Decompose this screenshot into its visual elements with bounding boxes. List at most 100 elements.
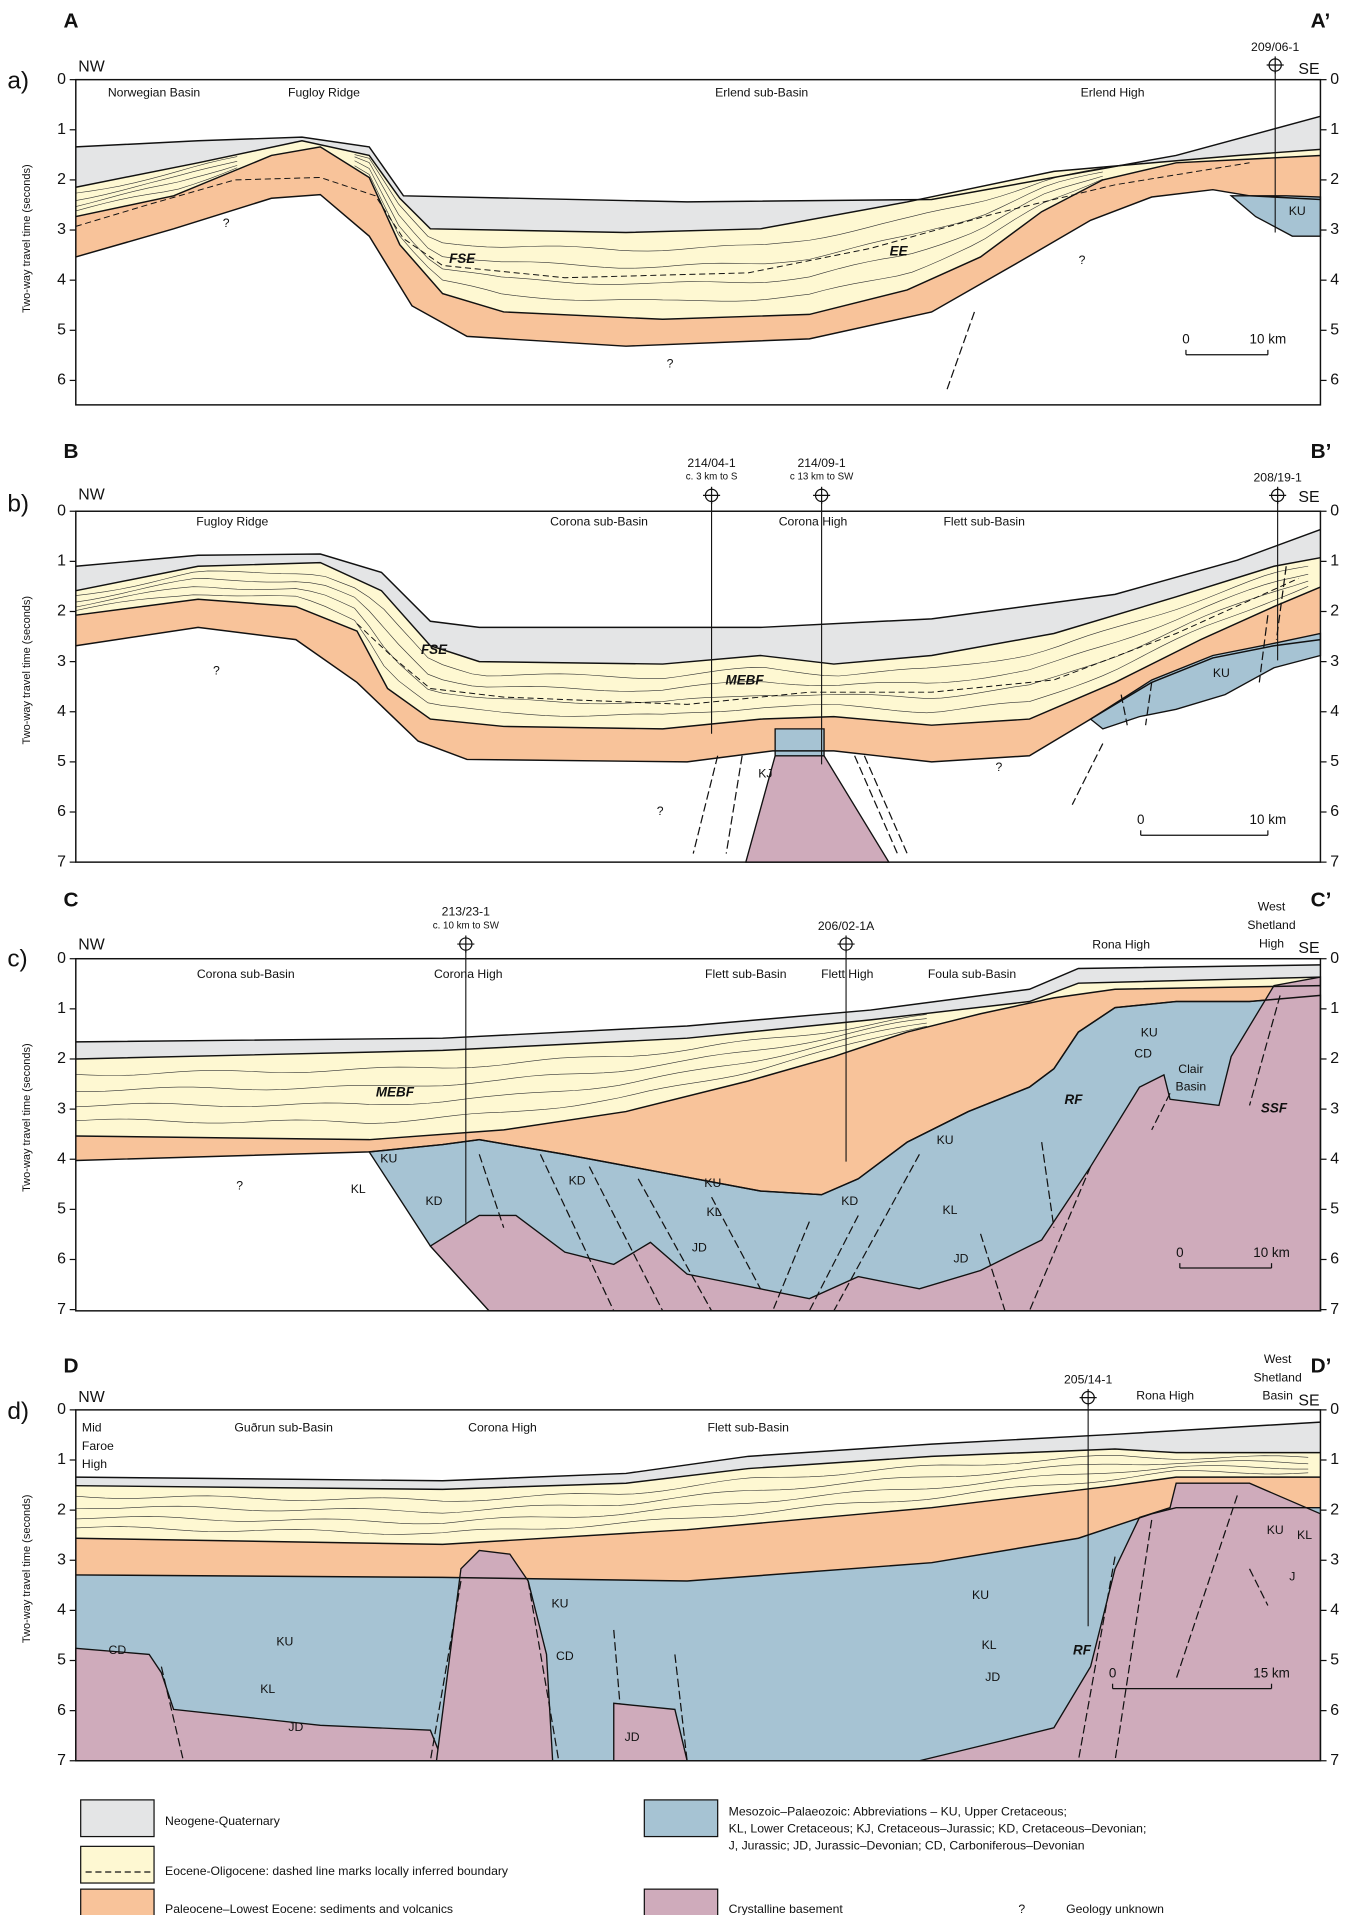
y-tick-label: 7 <box>57 853 66 870</box>
y-tick-label: 4 <box>1330 703 1339 720</box>
y-tick-label: 7 <box>57 1752 66 1769</box>
panel-letter: d) <box>7 1398 29 1425</box>
legend-text: Mesozoic–Palaeozoic: Abbreviations – KU,… <box>729 1804 1067 1818</box>
y-tick-label: 3 <box>57 221 66 238</box>
y-tick-label: 0 <box>57 1401 66 1418</box>
scale-label: 0 <box>1137 812 1144 827</box>
legend-text: KL, Lower Cretaceous; KJ, Cretaceous–Jur… <box>729 1821 1147 1835</box>
y-tick-label: 6 <box>57 372 66 389</box>
well-name: 214/04-1 <box>687 456 735 470</box>
section-start: B <box>64 440 79 463</box>
place-name: Fugloy Ridge <box>288 85 360 99</box>
unit-label: KU <box>972 1588 989 1602</box>
unit-label: KD <box>569 1173 586 1187</box>
y-tick-label: 1 <box>57 553 66 570</box>
section-end: C’ <box>1311 889 1332 912</box>
y-tick-label: 7 <box>1330 1752 1339 1769</box>
section-start: C <box>64 889 79 912</box>
unit-label: KU <box>276 1634 293 1648</box>
place-name: Mid <box>82 1420 102 1434</box>
y-tick-label: 2 <box>57 171 66 188</box>
axis-title: Two-way travel time (seconds) <box>21 596 33 745</box>
place-name: Corona sub-Basin <box>197 967 295 981</box>
y-tick-label: 0 <box>1330 71 1339 88</box>
y-tick-label: 3 <box>1330 1100 1339 1117</box>
unit-label: KL <box>351 1182 366 1196</box>
unit-label: KU <box>1267 1523 1284 1537</box>
y-tick-label: 3 <box>57 1100 66 1117</box>
place-name: Corona High <box>468 1420 537 1434</box>
place-name: Corona High <box>779 514 848 528</box>
unit-label: KL <box>707 1205 722 1219</box>
axis-title: Two-way travel time (seconds) <box>21 164 33 313</box>
feature-label: SSF <box>1261 1101 1288 1116</box>
y-tick-label: 0 <box>57 502 66 519</box>
unit-label: Basin <box>1176 1079 1207 1093</box>
place-name: Basin <box>1262 1389 1293 1403</box>
y-tick-label: 1 <box>1330 121 1339 138</box>
legend-swatch <box>81 1846 154 1883</box>
scale-label: 10 km <box>1250 332 1287 347</box>
y-tick-label: 0 <box>1330 1401 1339 1418</box>
unit-label: JD <box>288 1720 303 1734</box>
y-tick-label: 6 <box>57 803 66 820</box>
place-name: Flett sub-Basin <box>707 1420 789 1434</box>
place-name: High <box>1259 936 1284 950</box>
place-name: Rona High <box>1136 1389 1194 1403</box>
unit-label: JD <box>625 1730 640 1744</box>
feature-label: RF <box>1065 1092 1084 1107</box>
y-tick-label: 3 <box>1330 653 1339 670</box>
scale-label: 15 km <box>1253 1666 1290 1681</box>
feature-label: MEBF <box>376 1085 415 1100</box>
scale-label: 0 <box>1109 1666 1116 1681</box>
y-tick-label: 2 <box>1330 1501 1339 1518</box>
place-name: Flett sub-Basin <box>705 967 787 981</box>
y-tick-label: 4 <box>1330 1602 1339 1619</box>
unit-label: KD <box>426 1194 443 1208</box>
unit-label: CD <box>1134 1046 1152 1060</box>
unit-label: KU <box>551 1597 568 1611</box>
direction: SE <box>1298 940 1319 957</box>
axis-title: Two-way travel time (seconds) <box>21 1495 33 1644</box>
place-name: Foula sub-Basin <box>928 967 1016 981</box>
unit-label: ? <box>657 804 664 818</box>
unit-label: KU <box>380 1151 397 1165</box>
well-name: 213/23-1 <box>442 904 490 918</box>
well-name: 205/14-1 <box>1064 1373 1112 1387</box>
well-name: 214/09-1 <box>797 456 845 470</box>
section-end: A’ <box>1311 10 1331 33</box>
unit-label: ? <box>213 664 220 678</box>
y-tick-label: 3 <box>57 1551 66 1568</box>
unit-label: JD <box>985 1670 1000 1684</box>
unit-label: KD <box>841 1194 858 1208</box>
place-name: Guðrun sub-Basin <box>234 1420 332 1434</box>
feature-label: MEBF <box>726 673 765 688</box>
legend-text: Crystalline basement <box>729 1902 844 1915</box>
unit-label: CD <box>109 1643 127 1657</box>
well-name: 209/06-1 <box>1251 40 1299 54</box>
unit-label: ? <box>223 216 230 230</box>
y-tick-label: 2 <box>57 603 66 620</box>
well-name: 206/02-1A <box>818 919 875 933</box>
unit-label: ? <box>236 1178 243 1192</box>
well-name: 208/19-1 <box>1254 470 1302 484</box>
direction: NW <box>78 59 104 76</box>
unit-label: KL <box>943 1203 958 1217</box>
place-name: Flett sub-Basin <box>943 514 1025 528</box>
place-name: Flett High <box>821 967 873 981</box>
legend-symbol: ? <box>1018 1902 1025 1915</box>
y-tick-label: 0 <box>1330 502 1339 519</box>
y-tick-label: 5 <box>1330 321 1339 338</box>
section-panel <box>76 511 1321 862</box>
legend-text: J, Jurassic; JD, Jurassic–Devonian; CD, … <box>729 1839 1085 1853</box>
section-panel <box>76 1410 1321 1761</box>
y-tick-label: 5 <box>57 753 66 770</box>
y-tick-label: 0 <box>1330 950 1339 967</box>
y-tick-label: 2 <box>1330 171 1339 188</box>
y-tick-label: 4 <box>1330 271 1339 288</box>
y-tick-label: 5 <box>57 1652 66 1669</box>
place-name: Corona High <box>434 967 503 981</box>
place-name: High <box>82 1457 107 1471</box>
y-tick-label: 1 <box>1330 553 1339 570</box>
legend-swatch <box>644 1889 717 1915</box>
